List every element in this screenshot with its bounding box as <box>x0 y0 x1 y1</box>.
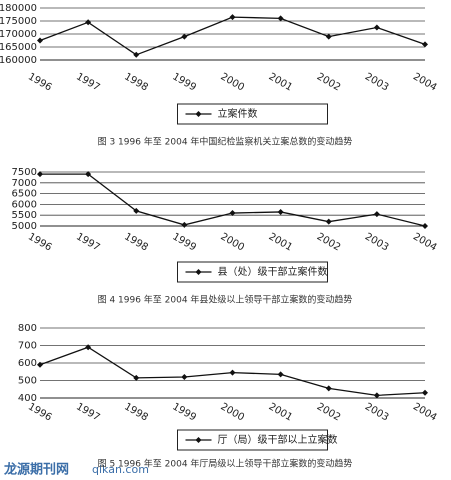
x-tick-label: 1996 <box>26 231 54 253</box>
legend-box <box>177 261 328 283</box>
point-marker <box>325 385 332 392</box>
x-tick-label: 2001 <box>267 401 295 423</box>
y-tick-label: 175000 <box>0 16 37 27</box>
x-tick-label: 1999 <box>170 71 198 93</box>
point-marker <box>373 392 380 399</box>
y-tick-label: 800 <box>18 323 37 334</box>
point-marker <box>133 51 140 58</box>
legend-box <box>177 429 328 451</box>
x-tick-label: 2004 <box>411 231 439 253</box>
x-tick-label: 2001 <box>267 71 295 93</box>
y-tick-label: 6000 <box>12 199 37 210</box>
point-marker <box>422 389 428 396</box>
x-tick-label: 2000 <box>218 71 246 93</box>
y-tick-label: 160000 <box>0 55 37 66</box>
series-line <box>40 173 426 227</box>
point-marker <box>181 374 188 380</box>
x-tick-label: 2003 <box>363 231 391 253</box>
y-tick-label: 165000 <box>0 42 37 53</box>
x-tick-label: 1997 <box>74 401 102 423</box>
watermark-url: qikan.com <box>92 463 149 476</box>
legend-label: 厅（局）级干部以上立案数 <box>218 433 338 446</box>
point-marker <box>422 41 428 48</box>
y-tick-label: 7500 <box>12 167 37 178</box>
x-tick-label: 2004 <box>411 401 439 423</box>
x-tick-label: 1997 <box>74 231 102 253</box>
point-marker <box>229 14 236 21</box>
caption: 图 3 1996 年至 2004 年中国纪检监察机关立案总数的变动趋势 <box>98 136 353 148</box>
y-tick-label: 700 <box>18 341 37 352</box>
x-tick-label: 2003 <box>363 71 391 93</box>
point-marker <box>373 24 380 31</box>
point-marker <box>37 37 43 44</box>
x-tick-label: 2000 <box>218 231 246 253</box>
watermark-site: 龙源期刊网 <box>4 462 69 478</box>
legend-marker <box>195 437 202 443</box>
point-marker <box>325 33 332 40</box>
point-marker <box>229 210 236 217</box>
x-tick-label: 2002 <box>315 71 343 93</box>
y-tick-label: 600 <box>18 358 37 369</box>
x-tick-label: 1999 <box>170 401 198 423</box>
legend-label: 县（处）级干部立案件数 <box>218 265 328 278</box>
x-tick-label: 1996 <box>26 401 54 423</box>
series-line <box>39 16 426 56</box>
y-tick-label: 180000 <box>0 3 37 14</box>
legend-label: 立案件数 <box>218 107 258 120</box>
legend-marker <box>195 111 202 117</box>
legend-marker <box>195 269 202 275</box>
point-marker <box>325 218 332 225</box>
x-tick-label: 1998 <box>122 401 150 423</box>
x-tick-label: 1998 <box>122 71 150 93</box>
point-marker <box>277 208 284 215</box>
caption: 图 4 1996 年至 2004 年县处级以上领导干部立案数的变动趋势 <box>98 294 353 306</box>
x-tick-label: 2001 <box>267 231 295 253</box>
x-tick-label: 1997 <box>74 71 102 93</box>
point-marker <box>277 371 284 378</box>
point-marker <box>422 223 428 229</box>
point-marker <box>181 33 188 40</box>
y-tick-label: 6500 <box>12 189 37 200</box>
legend-box <box>177 103 328 125</box>
x-tick-label: 2002 <box>315 401 343 423</box>
point-marker <box>133 374 140 381</box>
point-marker <box>373 211 380 218</box>
point-marker <box>229 369 236 376</box>
y-tick-label: 500 <box>18 376 37 387</box>
x-tick-label: 1998 <box>122 231 150 253</box>
y-tick-label: 400 <box>18 393 37 404</box>
y-tick-label: 5000 <box>12 221 37 232</box>
x-tick-label: 2004 <box>411 71 439 93</box>
x-tick-label: 2002 <box>315 231 343 253</box>
point-marker <box>181 221 188 228</box>
x-tick-label: 2003 <box>363 401 391 423</box>
x-tick-label: 1999 <box>170 231 198 253</box>
point-marker <box>85 19 92 26</box>
x-tick-label: 1996 <box>26 71 54 93</box>
y-tick-label: 5500 <box>12 210 37 221</box>
point-marker <box>37 171 43 178</box>
point-marker <box>133 207 140 214</box>
point-marker <box>277 15 284 22</box>
y-tick-label: 7000 <box>12 178 37 189</box>
x-tick-label: 2000 <box>218 401 246 423</box>
caption: 图 5 1996 年至 2004 年厅局级以上领导干部立案数的变动趋势 <box>98 458 353 470</box>
point-marker <box>85 344 92 351</box>
point-marker <box>85 171 92 178</box>
y-tick-label: 170000 <box>0 29 37 40</box>
point-marker <box>37 361 43 368</box>
